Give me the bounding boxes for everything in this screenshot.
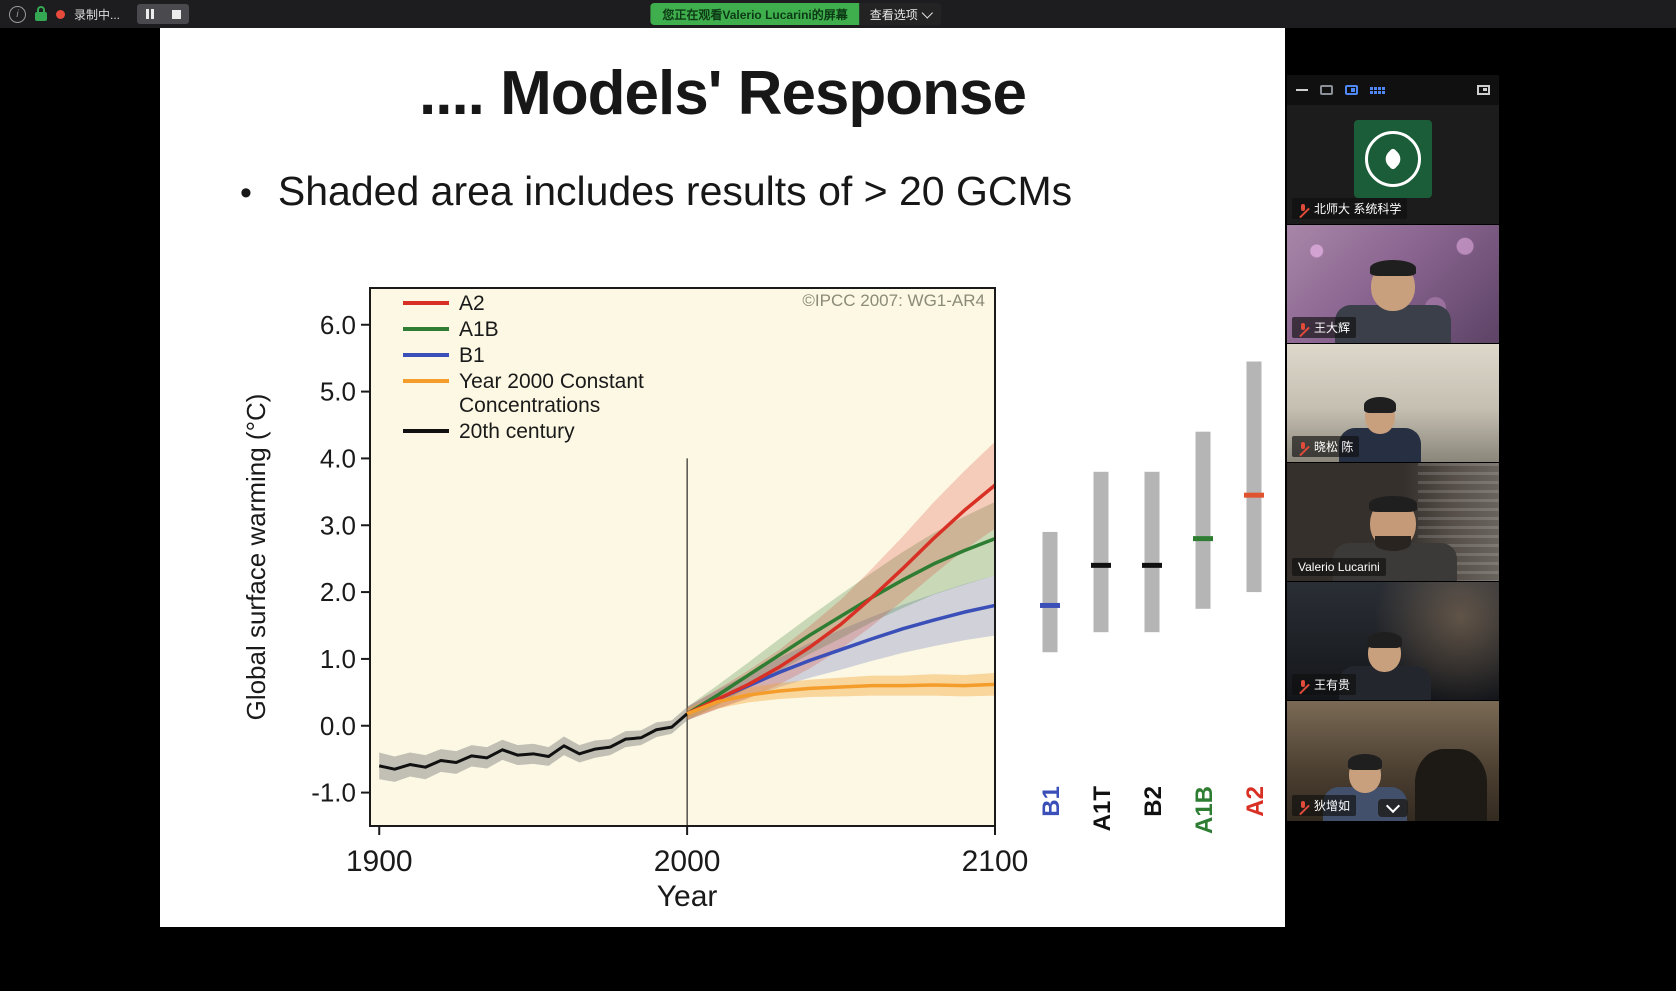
bnu-systems-science-logo — [1354, 119, 1432, 198]
participant-name-tag: 狄增如 — [1292, 795, 1357, 816]
info-icon[interactable]: i — [9, 5, 26, 23]
screen-share-banner: 您正在观看Valerio Lucarini的屏幕 查看选项 — [650, 3, 942, 25]
bullet-marker: • — [240, 174, 252, 212]
svg-text:-1.0: -1.0 — [311, 778, 356, 808]
view-options-label: 查看选项 — [869, 7, 918, 22]
bullet-text: Shaded area includes results of > 20 GCM… — [277, 168, 1073, 214]
svg-text:Concentrations: Concentrations — [459, 394, 600, 417]
participant-name-tag: 王大辉 — [1292, 317, 1357, 338]
svg-text:A2: A2 — [459, 292, 485, 315]
recording-status-label: 录制中... — [74, 7, 121, 22]
popout-panel-icon[interactable] — [1477, 85, 1490, 95]
svg-text:B1: B1 — [1038, 786, 1065, 817]
mic-muted-icon — [1298, 800, 1309, 812]
participant-name-tag: 晓松 陈 — [1292, 436, 1360, 457]
recording-buttons — [137, 4, 190, 24]
participant-name: Valerio Lucarini — [1298, 560, 1380, 574]
svg-text:1900: 1900 — [346, 845, 413, 878]
participant-name-tag: Valerio Lucarini — [1292, 558, 1386, 576]
shared-screen-slide: .... Models' Response • Shaded area incl… — [160, 28, 1285, 927]
svg-text:2100: 2100 — [962, 845, 1029, 878]
participant-video-wangyougui[interactable]: 王有贵 — [1287, 582, 1499, 700]
svg-text:3.0: 3.0 — [320, 510, 356, 540]
svg-text:2.0: 2.0 — [320, 577, 356, 607]
svg-text:1.0: 1.0 — [320, 644, 356, 674]
participant-name: 狄增如 — [1314, 799, 1351, 813]
svg-text:B2: B2 — [1140, 786, 1167, 817]
mic-muted-icon — [1298, 322, 1309, 334]
mic-muted-icon — [1298, 679, 1309, 691]
participant-video-valerio-lucarini[interactable]: Valerio Lucarini — [1287, 463, 1499, 581]
svg-text:6.0: 6.0 — [320, 310, 356, 340]
speaker-view-icon[interactable] — [1345, 85, 1358, 95]
participant-name: 王有贵 — [1314, 678, 1351, 692]
collapse-videos-button[interactable] — [1378, 798, 1408, 817]
svg-text:B1: B1 — [459, 344, 485, 367]
meeting-top-bar: i 录制中... 您正在观看Valerio Lucarini的屏幕 查看选项 — [0, 0, 1676, 28]
minimized-view-icon[interactable] — [1320, 85, 1333, 95]
minimize-icon[interactable] — [1296, 89, 1308, 91]
svg-text:©IPCC 2007: WG1-AR4: ©IPCC 2007: WG1-AR4 — [802, 291, 985, 310]
recording-controls-group: i 录制中... — [0, 4, 190, 24]
office-chair — [1415, 749, 1487, 821]
svg-text:Year: Year — [657, 880, 718, 913]
svg-text:2000: 2000 — [654, 845, 721, 878]
svg-text:A2: A2 — [1242, 786, 1269, 817]
participant-name: 北师大 系统科学 — [1314, 202, 1402, 216]
mic-muted-icon — [1298, 441, 1309, 453]
svg-text:A1T: A1T — [1089, 786, 1116, 832]
participant-video-chenxiaosong[interactable]: 晓松 陈 — [1287, 344, 1499, 462]
participant-video-wangdahui[interactable]: 王大辉 — [1287, 225, 1499, 343]
svg-text:0.0: 0.0 — [320, 711, 356, 741]
svg-text:Year 2000 Constant: Year 2000 Constant — [459, 370, 644, 393]
participant-name-tag: 王有贵 — [1292, 674, 1357, 695]
svg-text:4.0: 4.0 — [320, 443, 356, 473]
gallery-view-icon[interactable] — [1370, 86, 1385, 94]
participants-panel: 北师大 系统科学 王大辉 晓松 陈 Valerio Lucarini — [1287, 75, 1499, 821]
viewing-screen-label: 您正在观看Valerio Lucarini的屏幕 — [650, 3, 860, 25]
slide-bullet: • Shaded area includes results of > 20 G… — [240, 168, 1072, 215]
panel-toolbar — [1287, 75, 1499, 105]
chevron-down-icon — [1385, 798, 1401, 814]
svg-text:A1B: A1B — [1191, 786, 1218, 834]
recording-dot-icon — [56, 9, 65, 19]
svg-text:5.0: 5.0 — [320, 377, 356, 407]
svg-text:Global surface warming (°C): Global surface warming (°C) — [241, 394, 271, 721]
svg-text:A1B: A1B — [459, 318, 499, 341]
slide-title: .... Models' Response — [419, 59, 1027, 128]
encryption-lock-icon — [35, 6, 47, 21]
view-options-button[interactable]: 查看选项 — [859, 3, 942, 25]
warming-projections-chart: -1.0 0.0 1.0 2.0 3.0 4.0 5.0 6.0 1900 2000 2100 Yea… — [241, 287, 1269, 913]
chevron-down-icon — [922, 6, 934, 19]
participant-name: 晓松 陈 — [1314, 440, 1354, 454]
video-tiles-list: 北师大 系统科学 王大辉 晓松 陈 Valerio Lucarini — [1287, 105, 1499, 821]
svg-text:20th century: 20th century — [459, 420, 575, 443]
participant-video-bnu-logo[interactable]: 北师大 系统科学 — [1287, 105, 1499, 224]
pause-recording-button[interactable] — [137, 4, 163, 24]
participant-name: 王大辉 — [1314, 321, 1351, 335]
participant-name-tag: 北师大 系统科学 — [1292, 198, 1408, 219]
participant-video-dizengru[interactable]: 狄增如 — [1287, 701, 1499, 821]
stop-recording-button[interactable] — [163, 4, 189, 24]
mic-muted-icon — [1298, 203, 1309, 215]
